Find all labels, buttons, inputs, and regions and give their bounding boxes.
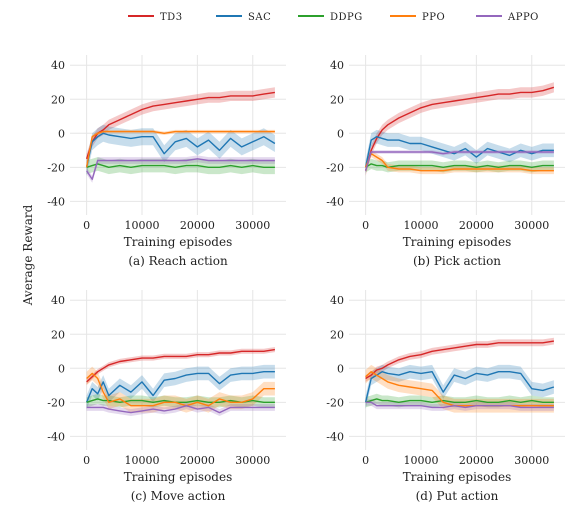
y-tick-label: -20: [47, 396, 65, 409]
x-tick-label: 10000: [404, 219, 439, 232]
x-tick-label: 10000: [404, 454, 439, 467]
y-axis-label: Average Reward: [21, 204, 35, 306]
x-tick-label: 30000: [235, 454, 270, 467]
y-tick-label: 40: [51, 59, 65, 72]
y-tick-label: -40: [326, 195, 344, 208]
series-line-td3: [85, 91, 276, 160]
series-line-ppo: [364, 152, 554, 172]
subplot-caption: (a) Reach action: [128, 254, 228, 268]
series-line-ppo: [86, 372, 275, 407]
y-tick-label: 0: [58, 362, 65, 375]
series-line-td3: [364, 86, 555, 171]
series-line-ddpg: [365, 398, 554, 403]
y-tick-label: -40: [47, 195, 65, 208]
x-tick-label: 0: [362, 219, 369, 232]
series-line-ppo: [85, 130, 275, 168]
band-appo: [365, 398, 554, 411]
y-tick-label: 40: [330, 294, 344, 307]
series-line-ppo: [365, 371, 554, 407]
band-sac: [365, 364, 554, 410]
subplot-2: 0 10000 20000 30000 -40 -20 0 20 40 Training epis…: [326, 55, 565, 268]
legend-label-ddpg: DDPG: [330, 12, 363, 23]
y-tick-label: 0: [337, 127, 344, 140]
series-line-sac: [364, 371, 555, 403]
series-line-appo: [86, 158, 275, 181]
series-line-sac: [85, 132, 276, 168]
series-line-sac: [364, 135, 554, 168]
legend-label-appo: APPO: [507, 12, 539, 23]
series-line-appo: [86, 405, 275, 414]
x-tick-label: 0: [362, 454, 369, 467]
y-tick-label: 0: [58, 127, 65, 140]
y-tick-label: 20: [330, 93, 344, 106]
band-ppo: [365, 150, 554, 175]
x-tick-label: 10000: [125, 219, 160, 232]
x-axis-label: Training episodes: [403, 470, 511, 484]
series-line-appo: [364, 151, 554, 171]
x-axis-label: Training episodes: [124, 235, 232, 249]
x-tick-label: 10000: [125, 454, 160, 467]
x-tick-label: 30000: [235, 219, 270, 232]
legend: TD3 SAC DDPG PPO APPO: [128, 12, 539, 23]
subplot-caption: (b) Pick action: [413, 254, 501, 268]
x-tick-label: 20000: [180, 219, 215, 232]
legend-label-ppo: PPO: [422, 12, 445, 23]
y-tick-label: -20: [326, 396, 344, 409]
y-tick-label: -40: [326, 430, 344, 443]
x-tick-label: 20000: [459, 454, 494, 467]
band-appo: [86, 155, 275, 183]
series-line-td3: [86, 348, 276, 383]
series-line-ddpg: [86, 163, 275, 169]
y-tick-label: 40: [330, 59, 344, 72]
series-line-sac: [85, 371, 275, 403]
subplot-4: 0 10000 20000 30000 -40 -20 0 20 40 Training epis…: [326, 290, 565, 503]
legend-label-sac: SAC: [248, 12, 271, 23]
band-ddpg: [86, 157, 275, 175]
y-tick-label: -20: [326, 161, 344, 174]
subplot-caption: (c) Move action: [131, 489, 226, 503]
legend-label-td3: TD3: [160, 12, 183, 23]
x-tick-label: 0: [83, 219, 90, 232]
x-axis-label: Training episodes: [124, 470, 232, 484]
y-tick-label: 20: [330, 328, 344, 341]
x-axis-label: Training episodes: [403, 235, 511, 249]
y-tick-label: 0: [337, 362, 344, 375]
band-ddpg: [365, 393, 554, 408]
y-tick-label: 40: [51, 294, 65, 307]
x-tick-label: 30000: [514, 219, 549, 232]
band-ddpg: [86, 393, 275, 408]
x-tick-label: 30000: [514, 454, 549, 467]
y-tick-label: -20: [47, 161, 65, 174]
subplot-3: 0 10000 20000 30000 -40 -20 0 20 40 Training epis…: [47, 290, 286, 503]
y-tick-label: -40: [47, 430, 65, 443]
series-line-appo: [365, 401, 554, 409]
subplot-caption: (d) Put action: [416, 489, 499, 503]
subplot-1: 0 10000 20000 30000 -40 -20 0 20 40 Training epis…: [47, 55, 286, 268]
series-line-ddpg: [365, 163, 554, 169]
x-tick-label: 20000: [459, 219, 494, 232]
band-sac: [86, 364, 275, 410]
y-tick-label: 20: [51, 328, 65, 341]
y-tick-label: 20: [51, 93, 65, 106]
series-line-td3: [365, 340, 555, 380]
x-tick-label: 0: [83, 454, 90, 467]
x-tick-label: 20000: [180, 454, 215, 467]
